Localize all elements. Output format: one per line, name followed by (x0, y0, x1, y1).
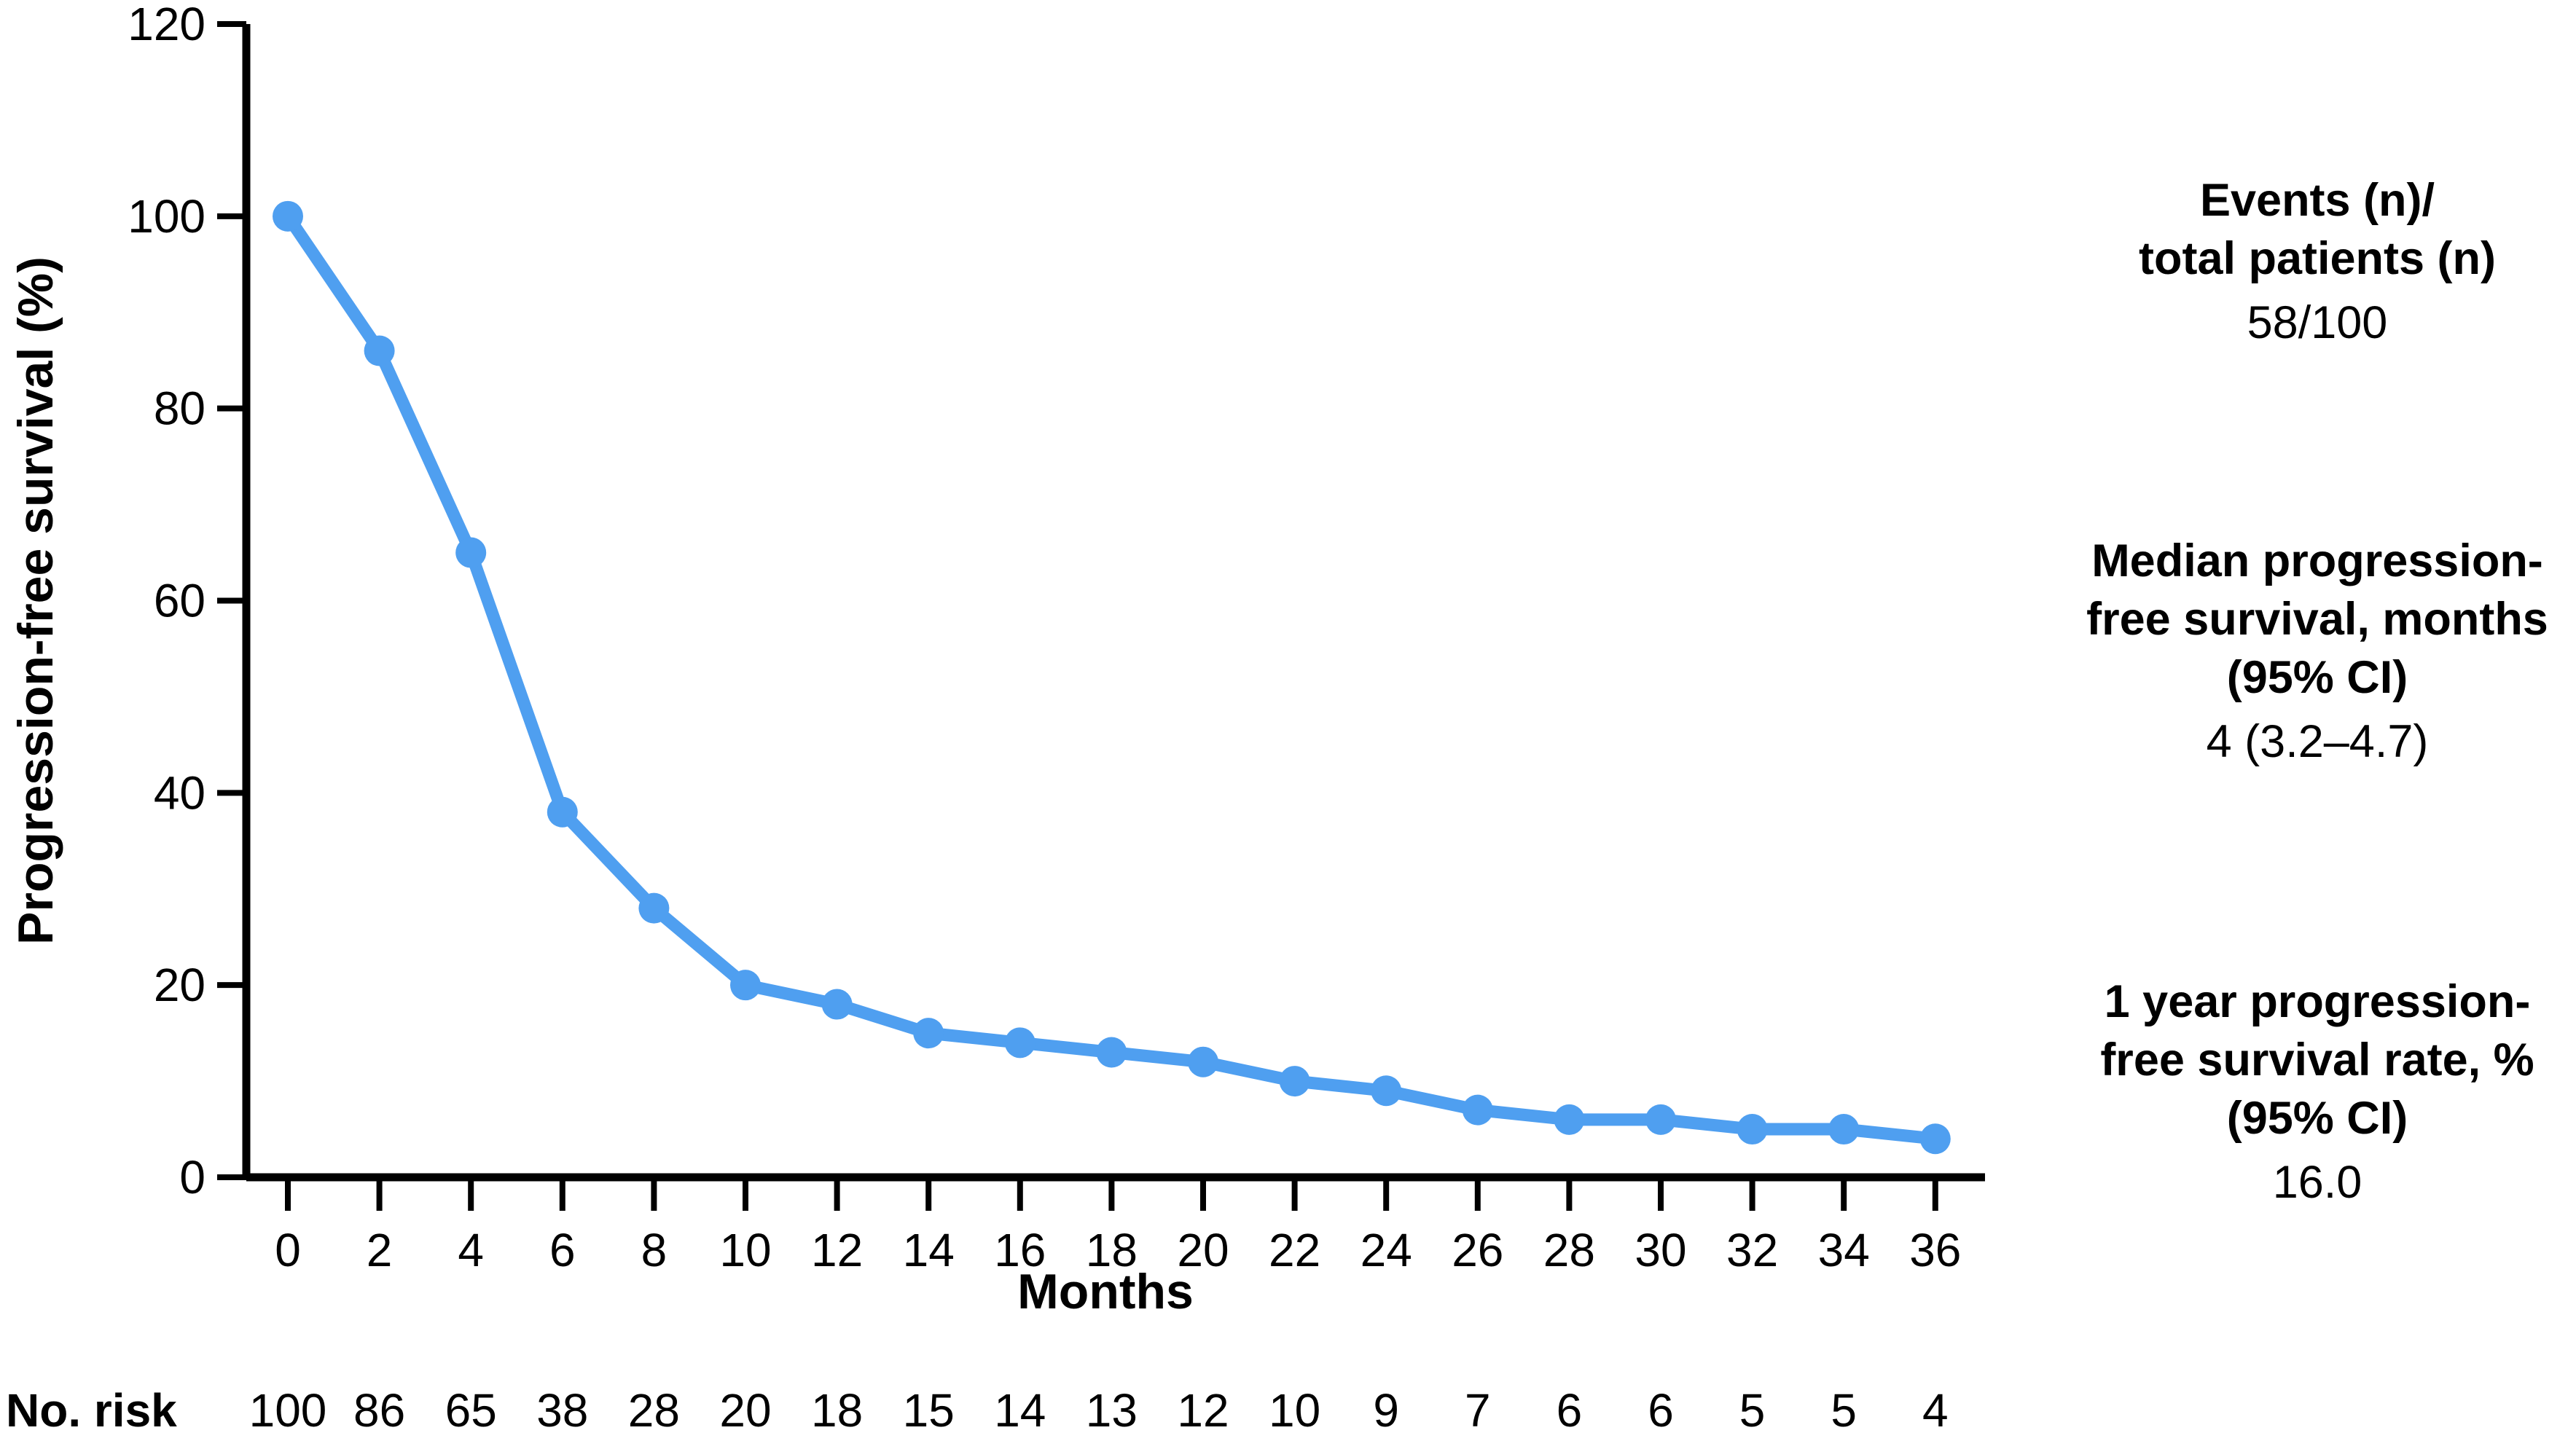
y-tick-label: 80 (154, 382, 205, 435)
curve-point (913, 1018, 944, 1049)
no-risk-value: 65 (445, 1384, 497, 1437)
curve-point (1737, 1114, 1768, 1145)
y-tick-label: 100 (128, 190, 205, 243)
no-risk-value: 12 (1177, 1384, 1229, 1437)
no-risk-value: 28 (628, 1384, 680, 1437)
curve-point (1919, 1123, 1951, 1155)
no-risk-value: 5 (1831, 1384, 1857, 1437)
median-pfs-heading-line3: (95% CI) (2226, 652, 2408, 703)
no-risk-value: 100 (249, 1384, 327, 1437)
x-tick-label: 34 (1818, 1224, 1870, 1276)
x-tick-label: 24 (1361, 1224, 1412, 1276)
curve-point (1188, 1046, 1218, 1077)
no-risk-value: 20 (719, 1384, 771, 1437)
x-tick-label: 10 (719, 1224, 771, 1276)
curve-point (273, 200, 303, 232)
curve-point (821, 989, 853, 1020)
median-pfs-value: 4 (3.2–4.7) (2206, 716, 2429, 767)
curve-point (364, 335, 395, 366)
x-tick-label: 6 (549, 1224, 576, 1276)
x-tick-label: 12 (811, 1224, 863, 1276)
x-tick-label: 8 (641, 1224, 668, 1276)
no-risk-value: 7 (1465, 1384, 1491, 1437)
one-year-pfs-heading-line2: free survival rate, % (2100, 1034, 2534, 1085)
median-pfs-block: Median progression- free survival, month… (2033, 532, 2576, 771)
curve-point (1279, 1066, 1310, 1097)
no-risk-value: 10 (1269, 1384, 1320, 1437)
one-year-pfs-heading-line1: 1 year progression- (2104, 976, 2531, 1027)
median-pfs-heading-line2: free survival, months (2086, 594, 2548, 645)
curve-point (1554, 1104, 1585, 1135)
no-risk-value: 6 (1557, 1384, 1583, 1437)
x-tick-label: 22 (1269, 1224, 1320, 1276)
no-risk-value: 15 (903, 1384, 955, 1437)
curve-point (1004, 1027, 1036, 1059)
x-tick-label: 26 (1452, 1224, 1503, 1276)
events-heading: Events (n)/ total patients (n) (2033, 171, 2576, 288)
x-tick-label: 16 (994, 1224, 1046, 1276)
x-tick-label: 0 (275, 1224, 301, 1276)
curve-point (547, 796, 578, 828)
x-tick-label: 14 (903, 1224, 955, 1276)
x-axis-title: Months (1017, 1264, 1194, 1319)
no-risk-value: 9 (1373, 1384, 1399, 1437)
y-tick-label: 40 (154, 766, 205, 819)
y-tick-label: 0 (179, 1151, 205, 1203)
x-tick-label: 18 (1086, 1224, 1138, 1276)
curve-point (1096, 1037, 1127, 1068)
y-tick-label: 20 (154, 959, 205, 1011)
no-risk-value: 18 (811, 1384, 863, 1437)
no-risk-value: 4 (1922, 1384, 1949, 1437)
curve-point (638, 892, 670, 924)
x-tick-label: 30 (1635, 1224, 1686, 1276)
survival-curve (281, 210, 1942, 1145)
curve-point (1371, 1075, 1402, 1107)
curve-point (455, 537, 487, 568)
x-tick-label: 28 (1543, 1224, 1595, 1276)
no-risk-value: 38 (536, 1384, 588, 1437)
no-risk-label: No. risk (6, 1384, 177, 1437)
no-risk-value: 13 (1086, 1384, 1138, 1437)
x-tick-label: 4 (458, 1224, 484, 1276)
one-year-pfs-value: 16.0 (2272, 1157, 2362, 1208)
curve-point (1462, 1094, 1493, 1126)
y-tick-label: 120 (128, 0, 205, 50)
x-tick-label: 36 (1909, 1224, 1961, 1276)
median-pfs-heading: Median progression- free survival, month… (2033, 532, 2576, 707)
events-heading-line2: total patients (n) (2139, 233, 2496, 284)
curve-point (1828, 1114, 1860, 1145)
x-tick-label: 2 (367, 1224, 393, 1276)
no-risk-value: 14 (994, 1384, 1046, 1437)
y-axis-title: Progression-free survival (%) (8, 256, 63, 945)
one-year-pfs-block: 1 year progression- free survival rate, … (2033, 973, 2576, 1212)
curve-point (730, 970, 761, 1001)
no-risk-value: 5 (1739, 1384, 1766, 1437)
no-risk-value: 86 (353, 1384, 405, 1437)
x-tick-label: 20 (1177, 1224, 1229, 1276)
one-year-pfs-heading-line3: (95% CI) (2226, 1093, 2408, 1144)
events-heading-line1: Events (n)/ (2199, 175, 2435, 226)
no-risk-value: 6 (1648, 1384, 1674, 1437)
x-tick-label: 32 (1726, 1224, 1778, 1276)
y-tick-label: 60 (154, 575, 205, 627)
events-block: Events (n)/ total patients (n) 58/100 (2033, 171, 2576, 352)
events-value: 58/100 (2247, 297, 2388, 348)
curve-point (1645, 1104, 1676, 1135)
median-pfs-heading-line1: Median progression- (2091, 535, 2543, 586)
one-year-pfs-heading: 1 year progression- free survival rate, … (2033, 973, 2576, 1147)
